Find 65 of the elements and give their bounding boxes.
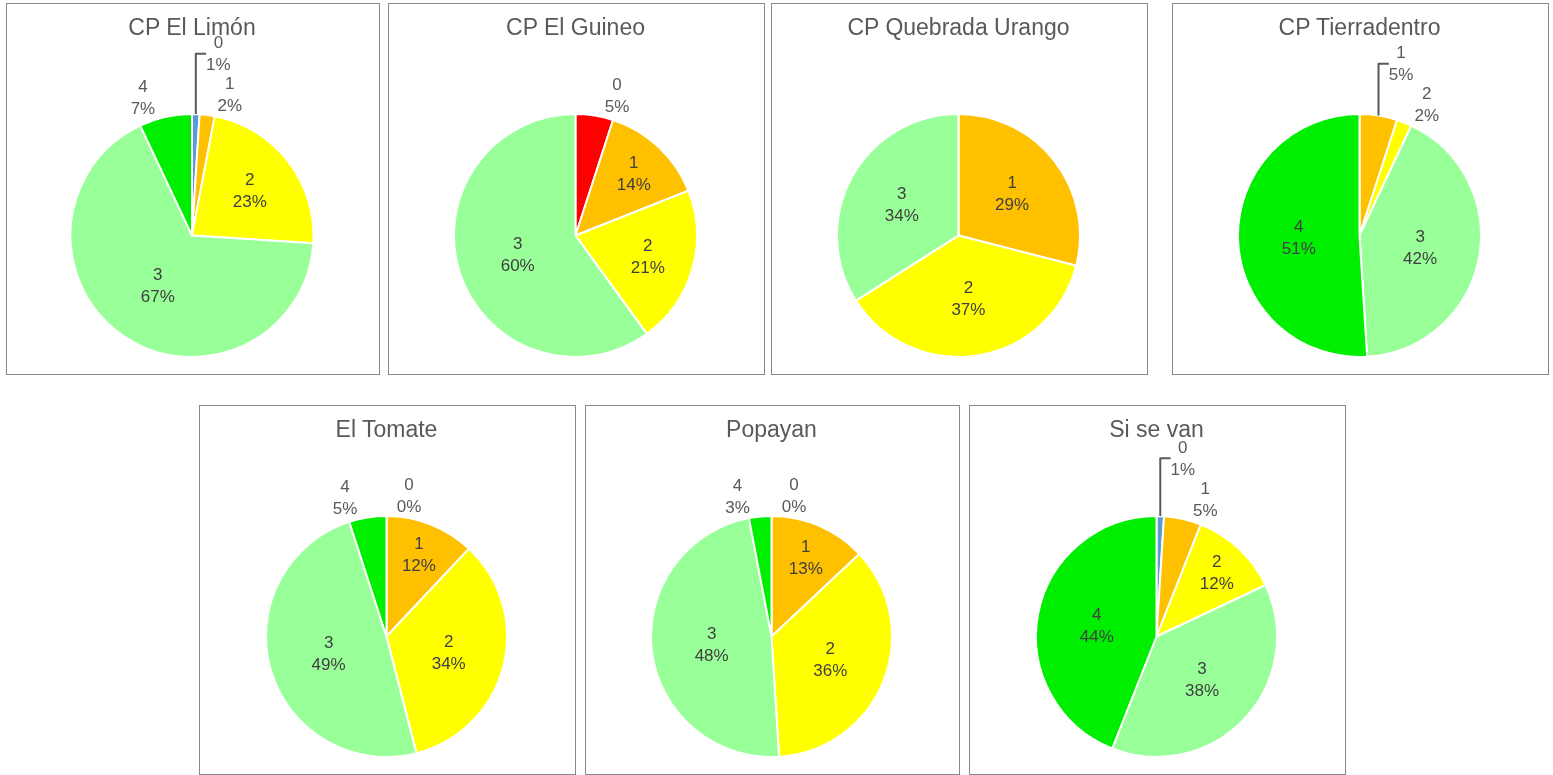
data-label: 29% xyxy=(995,195,1030,215)
slice-label: 1 xyxy=(1007,173,1017,193)
data-label: 38% xyxy=(1185,680,1220,700)
category-label: 0 xyxy=(404,474,414,494)
data-label: 37% xyxy=(951,299,986,319)
slice-label: 3 xyxy=(897,183,907,203)
data-label: 36% xyxy=(813,661,848,681)
slice-label: 2 xyxy=(1212,551,1222,571)
slice-label: 2 xyxy=(443,631,454,651)
data-label: 5% xyxy=(332,498,358,518)
data-label: 48% xyxy=(694,645,729,665)
slice-label: 1 xyxy=(1200,478,1211,498)
slice-label: 4 xyxy=(1092,604,1102,624)
slice-label: 3 xyxy=(512,233,523,253)
data-label: 14% xyxy=(616,174,651,194)
slice-label: 1 xyxy=(629,152,639,172)
data-label: 5% xyxy=(1388,65,1414,85)
data-label: 51% xyxy=(1281,238,1316,258)
data-label: 5% xyxy=(1193,500,1218,520)
slice-label: 2 xyxy=(1422,84,1432,104)
data-label: 3% xyxy=(725,497,750,517)
chart-title: CP El Guineo xyxy=(506,13,645,40)
slice-label: 1 xyxy=(225,74,235,94)
slice-label: 1 xyxy=(414,534,424,554)
slice-label: 2 xyxy=(643,235,653,255)
category-label: 0 xyxy=(789,474,799,494)
slice-label: 4 xyxy=(138,76,148,96)
data-label: 13% xyxy=(788,558,823,578)
text: 0% xyxy=(781,497,807,516)
data-label: 5% xyxy=(604,97,630,116)
data-label: 44% xyxy=(1079,626,1114,646)
slice-label: 3 xyxy=(1415,226,1425,246)
chart-title: CP Tierradentro xyxy=(1278,13,1441,40)
slice-label: 4 xyxy=(1294,216,1304,236)
data-label: 12% xyxy=(1199,573,1234,593)
slice-label: 2 xyxy=(825,639,836,659)
data-label: 12% xyxy=(401,556,436,576)
data-label: 60% xyxy=(500,255,535,275)
slice-label: 1 xyxy=(1396,43,1406,63)
data-label: 67% xyxy=(140,287,175,307)
slice-label: 3 xyxy=(323,632,334,652)
data-label: 49% xyxy=(311,654,346,674)
data-label: 2% xyxy=(217,96,243,116)
data-label: 21% xyxy=(630,258,665,278)
data-label: 34% xyxy=(884,205,919,225)
data-label: 2% xyxy=(1414,106,1440,126)
slice-label: 4 xyxy=(732,475,743,495)
chart-title: Popayan xyxy=(726,415,817,442)
slice-label: 2 xyxy=(245,170,255,190)
slice-label: 3 xyxy=(706,623,717,643)
data-label: 1% xyxy=(206,55,231,75)
data-label: 1% xyxy=(1170,459,1196,479)
data-label: 42% xyxy=(1403,248,1438,268)
slice-label: 0 xyxy=(612,74,622,94)
chart-title: CP Quebrada Urango xyxy=(847,13,1070,40)
data-label: 23% xyxy=(232,192,267,212)
slice-label: 3 xyxy=(1197,658,1207,678)
slice-label: 4 xyxy=(340,476,350,496)
slice-label: 2 xyxy=(963,277,974,297)
data-label: 34% xyxy=(431,654,466,674)
chart-title: El Tomate xyxy=(335,415,438,442)
slice-label: 1 xyxy=(801,536,811,556)
data-label: 7% xyxy=(130,98,156,118)
slice-label: 3 xyxy=(153,265,163,285)
text: 0% xyxy=(396,497,422,516)
